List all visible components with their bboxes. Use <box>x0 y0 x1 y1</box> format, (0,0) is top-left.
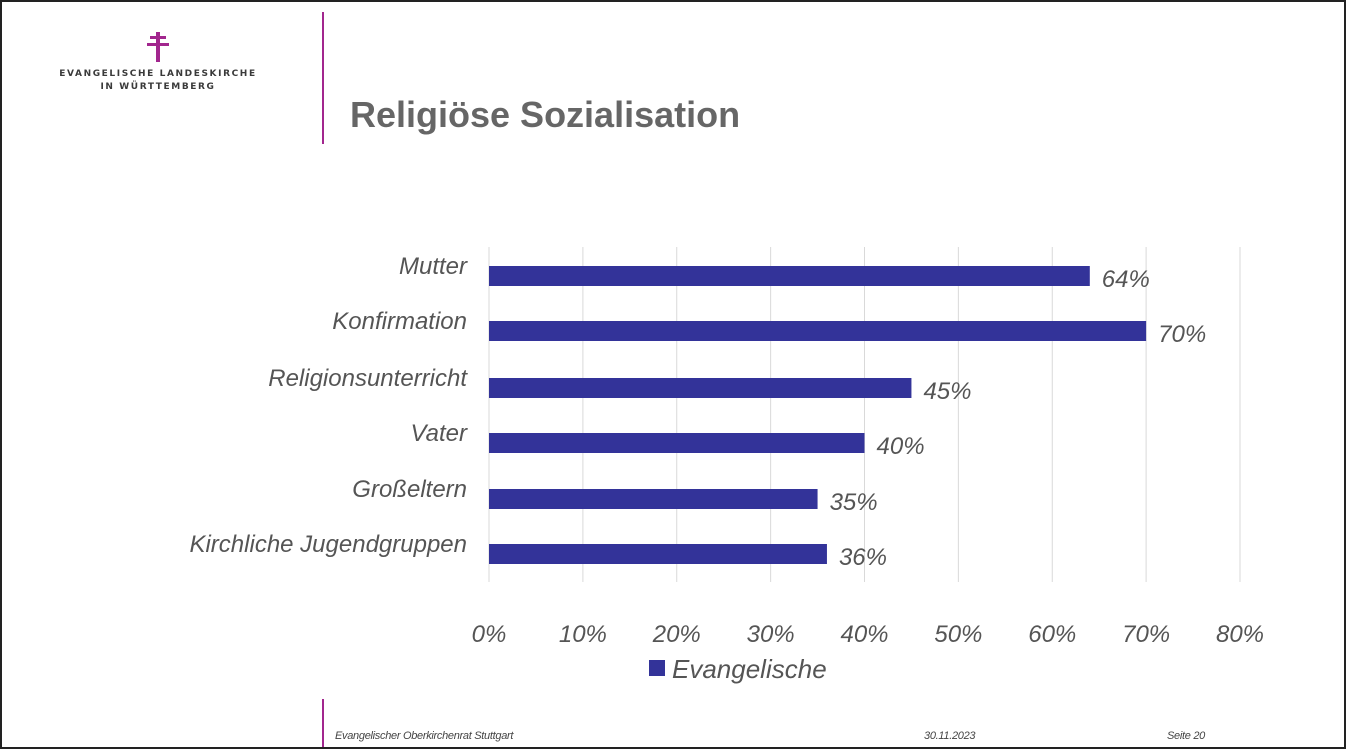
chart-data-labels: 64% 70% 45% 40% 35% 36% <box>830 266 1207 571</box>
bar[interactable] <box>489 266 1090 286</box>
x-tick-label: 30% <box>747 621 795 648</box>
bar[interactable] <box>489 544 827 564</box>
footer-divider <box>322 699 324 747</box>
legend-swatch <box>649 660 665 676</box>
category-label: Großeltern <box>352 476 467 503</box>
data-label: 36% <box>839 544 887 571</box>
x-tick-label: 10% <box>559 621 607 648</box>
data-label: 64% <box>1102 266 1150 293</box>
page-title: Religiöse Sozialisation <box>350 94 741 135</box>
data-label: 70% <box>1158 321 1206 348</box>
footer-date: 30.11.2023 <box>924 730 976 742</box>
category-label: Kirchliche Jugendgruppen <box>189 531 467 558</box>
footer-organization: Evangelischer Oberkirchenrat Stuttgart <box>335 730 514 742</box>
x-tick-label: 70% <box>1122 621 1170 648</box>
chart-category-labels: Mutter Konfirmation Religionsunterricht Vat… <box>189 253 468 558</box>
x-tick-label: 80% <box>1216 621 1264 648</box>
data-label: 35% <box>830 489 878 516</box>
cross-icon <box>147 32 169 62</box>
x-tick-label: 0% <box>472 621 507 648</box>
legend-label: Evangelische <box>672 654 827 684</box>
category-label: Konfirmation <box>332 308 467 335</box>
chart-x-axis-ticks: 0% 10% 20% 30% 40% 50% 60% 70% 80% <box>472 621 1264 648</box>
x-tick-label: 50% <box>934 621 982 648</box>
footer-page-number: Seite 20 <box>1167 730 1205 742</box>
bar[interactable] <box>489 378 912 398</box>
x-tick-label: 60% <box>1028 621 1076 648</box>
x-tick-label: 40% <box>840 621 888 648</box>
category-label: Vater <box>411 420 468 447</box>
chart-bars <box>489 266 1147 564</box>
logo-text-line-2: in Württemberg <box>100 82 216 92</box>
church-logo: Evangelische Landeskirche in Württemberg <box>42 32 274 94</box>
data-label: 40% <box>877 433 925 460</box>
bar[interactable] <box>489 489 818 509</box>
bar[interactable] <box>489 433 865 453</box>
title-divider <box>322 12 324 144</box>
logo-text-line-1: Evangelische Landeskirche <box>59 69 257 79</box>
data-label: 45% <box>923 378 971 405</box>
x-tick-label: 20% <box>652 621 701 648</box>
chart-legend[interactable]: Evangelische <box>649 654 827 684</box>
category-label: Mutter <box>399 253 468 280</box>
chart-gridlines <box>488 247 1241 582</box>
category-label: Religionsunterricht <box>268 365 468 392</box>
bar[interactable] <box>489 321 1147 341</box>
